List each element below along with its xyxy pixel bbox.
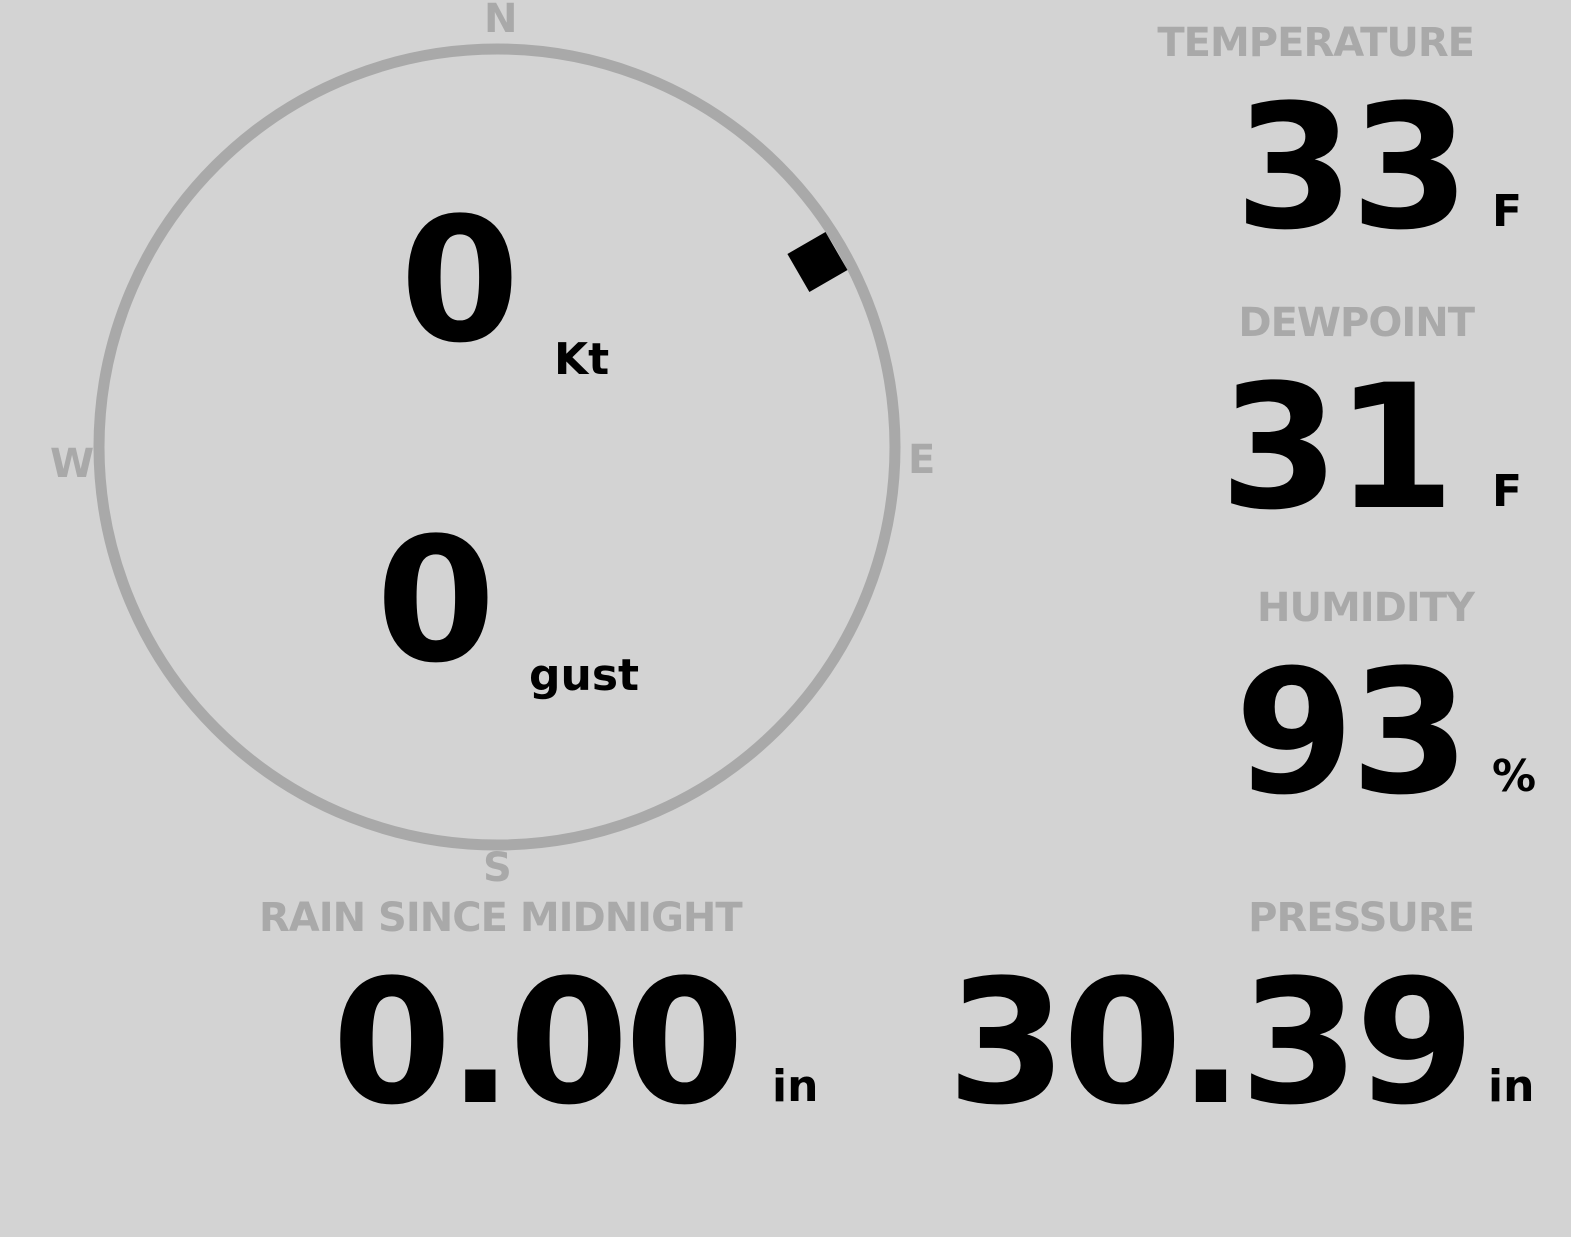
compass-ring xyxy=(93,43,901,851)
wind-direction-marker xyxy=(787,231,848,293)
dewpoint-label: DEWPOINT xyxy=(1238,300,1475,346)
rain-value: 0.00 xyxy=(332,942,744,1143)
humidity-label: HUMIDITY xyxy=(1257,585,1475,631)
compass-east-label: E xyxy=(908,437,936,483)
temperature-label: TEMPERATURE xyxy=(1157,20,1475,66)
temperature-unit: F xyxy=(1492,186,1523,237)
compass-north-label: N xyxy=(484,0,518,42)
pressure-unit: in xyxy=(1488,1061,1535,1112)
pressure-label: PRESSURE xyxy=(1248,895,1475,941)
pressure-value: 30.39 xyxy=(946,942,1475,1143)
compass-west-label: W xyxy=(50,441,95,487)
compass-south-label: S xyxy=(483,845,512,891)
humidity-unit: % xyxy=(1492,751,1537,802)
rain-unit: in xyxy=(772,1061,819,1112)
wind-gust-label: gust xyxy=(529,650,640,701)
dewpoint-unit: F xyxy=(1492,466,1523,517)
dewpoint-value: 31 xyxy=(1219,347,1455,548)
wind-gust-value: 0 xyxy=(376,500,496,701)
rain-label: RAIN SINCE MIDNIGHT xyxy=(259,895,743,941)
temperature-value: 33 xyxy=(1234,67,1470,268)
wind-speed-unit: Kt xyxy=(554,334,610,385)
humidity-value: 93 xyxy=(1234,632,1470,833)
wind-compass xyxy=(93,43,901,851)
wind-speed-value: 0 xyxy=(400,180,520,381)
